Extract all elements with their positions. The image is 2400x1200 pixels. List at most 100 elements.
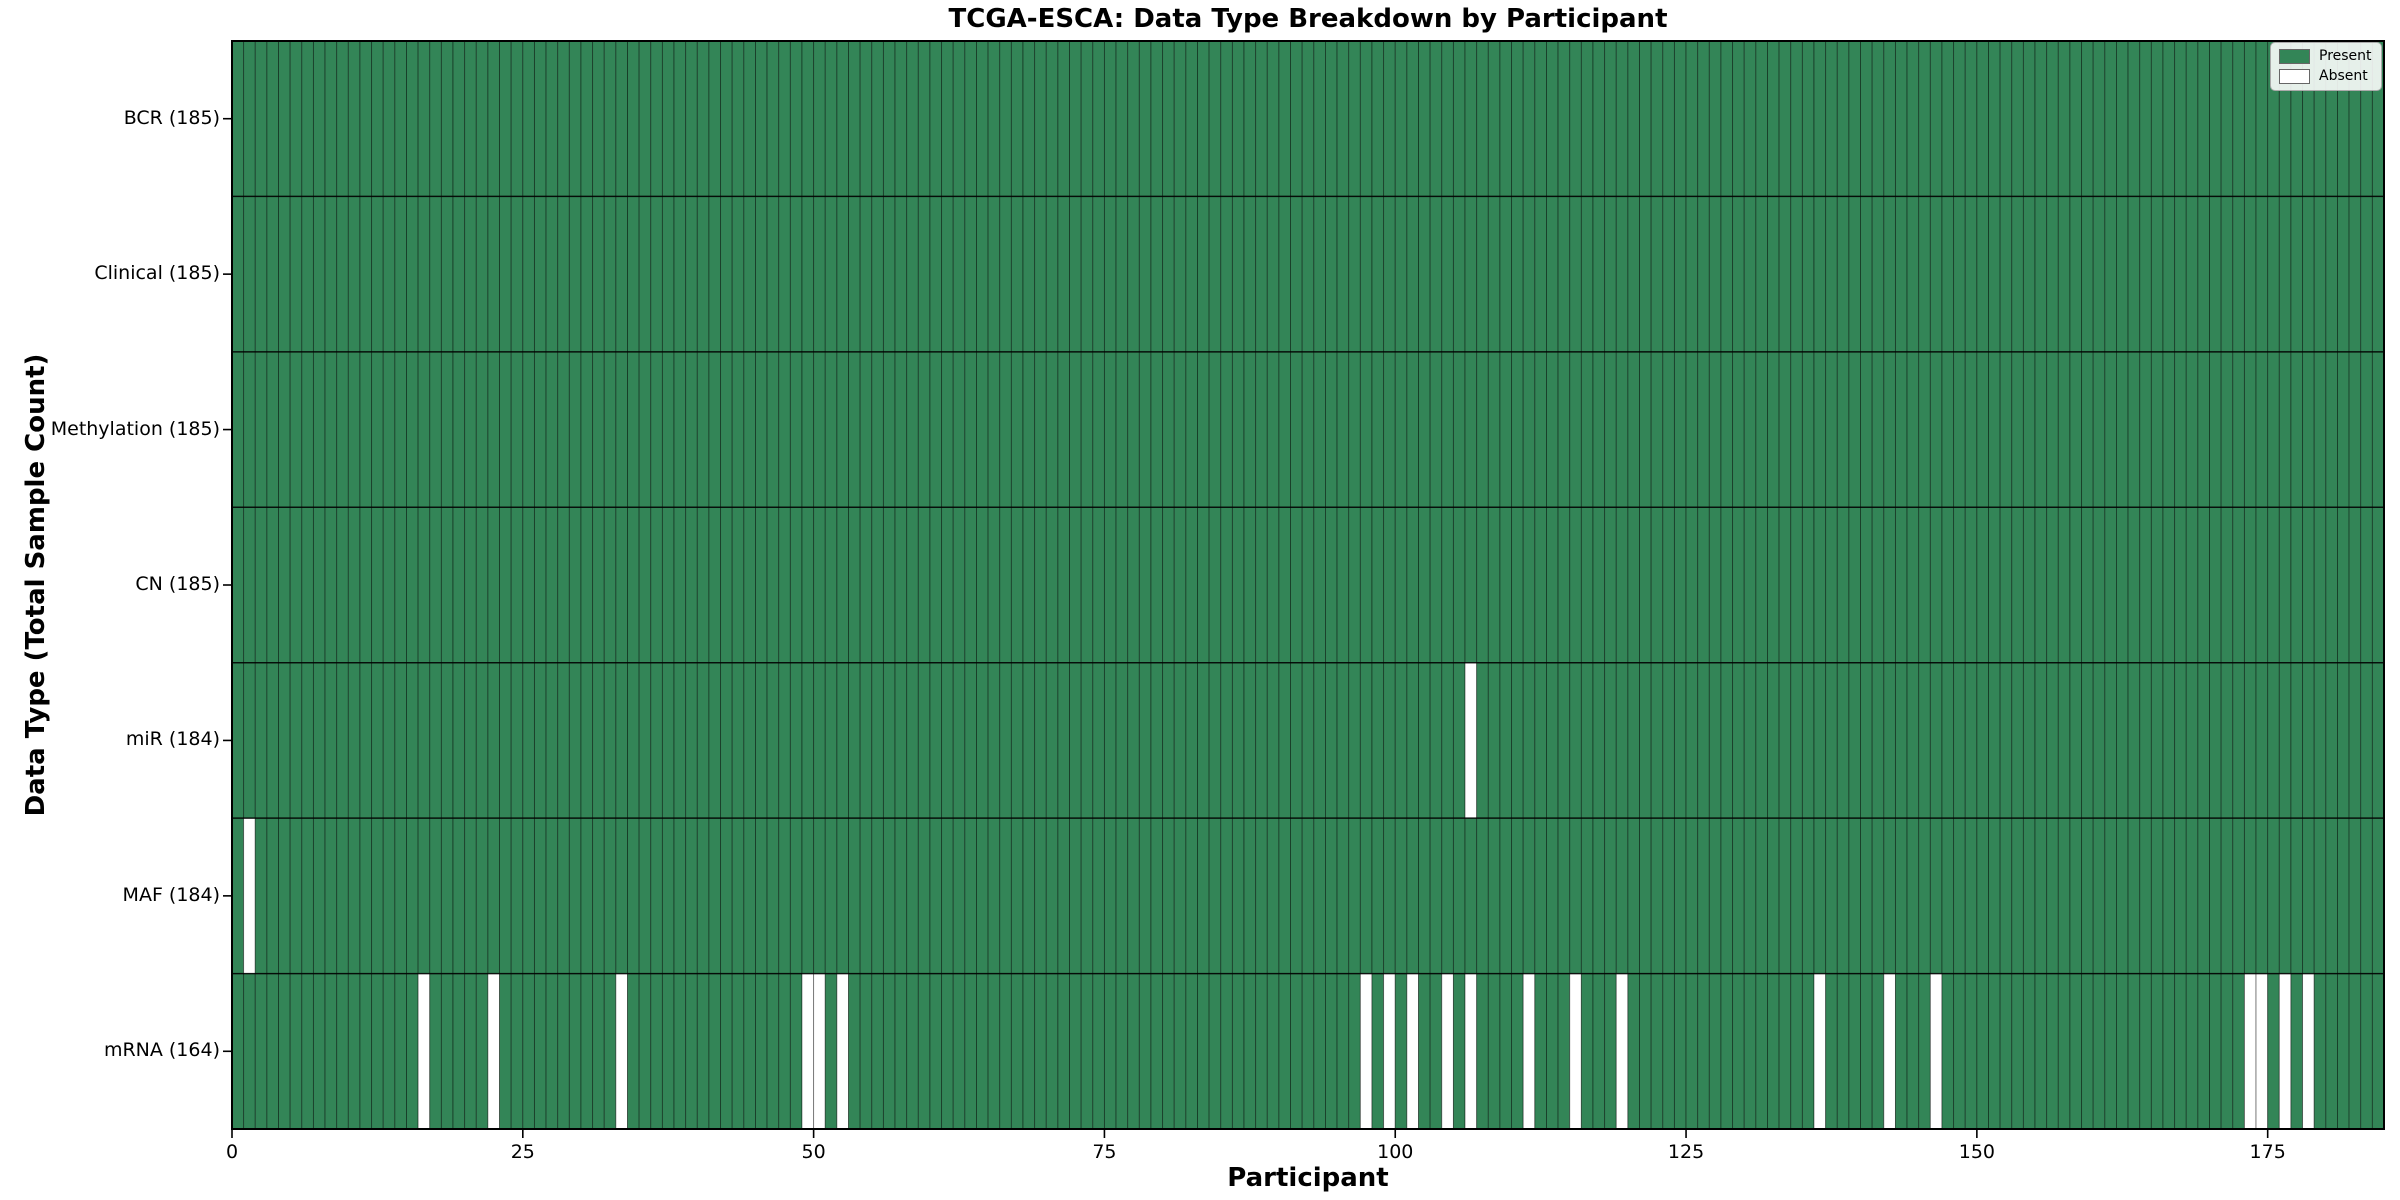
heatmap-cell <box>917 351 931 508</box>
heatmap-cell <box>1010 817 1024 975</box>
heatmap-cell <box>1371 506 1385 664</box>
heatmap-cell <box>464 973 477 1130</box>
heatmap-cell <box>254 817 268 975</box>
heatmap-cell <box>627 817 640 975</box>
heatmap-cell <box>929 40 943 197</box>
heatmap-cell <box>2232 973 2245 1130</box>
heatmap-cell <box>1685 817 1699 975</box>
heatmap-cell <box>708 662 722 819</box>
heatmap-cell <box>312 195 326 353</box>
heatmap-cell <box>336 40 349 197</box>
heatmap-cell <box>836 973 849 1130</box>
heatmap-cell <box>1580 817 1594 975</box>
heatmap-cell <box>510 40 524 197</box>
heatmap-cell <box>1639 973 1652 1130</box>
heatmap-cell <box>1662 351 1675 508</box>
heatmap-cell <box>394 40 407 197</box>
heatmap-cell <box>2150 662 2164 819</box>
heatmap-cell <box>859 40 873 197</box>
heatmap-cell <box>1243 40 1257 197</box>
heatmap-cell <box>2046 195 2059 353</box>
heatmap-cell <box>1057 506 1070 664</box>
heatmap-cell <box>964 506 977 664</box>
heatmap-cell <box>2150 40 2164 197</box>
heatmap-cell <box>487 506 500 664</box>
heatmap-cell <box>2325 973 2338 1130</box>
heatmap-cell <box>2220 195 2234 353</box>
heatmap-cell <box>429 195 442 353</box>
heatmap-cell <box>2174 817 2187 975</box>
heatmap-cell <box>1266 40 1280 197</box>
heatmap-cell <box>952 195 966 353</box>
heatmap-cell <box>371 973 384 1130</box>
heatmap-cell <box>2267 817 2280 975</box>
heatmap-cell <box>2325 195 2338 353</box>
heatmap-cell <box>1441 506 1454 664</box>
heatmap-cell <box>2022 40 2036 197</box>
heatmap-cell <box>371 40 384 197</box>
y-tick-label-Clinical: Clinical (185) <box>94 262 220 285</box>
heatmap-cell <box>1755 40 1768 197</box>
heatmap-cell <box>1825 40 1838 197</box>
heatmap-cell <box>382 973 396 1130</box>
legend-label-absent: Absent <box>2319 68 2368 84</box>
heatmap-cell <box>1080 662 1094 819</box>
x-tick-label: 75 <box>1092 1141 1117 1163</box>
heatmap-cell <box>1848 506 1861 664</box>
heatmap-cell <box>429 973 442 1130</box>
heatmap-cell <box>603 506 617 664</box>
heatmap-cell <box>406 195 419 353</box>
heatmap-cell <box>1999 40 2013 197</box>
heatmap-cell <box>1767 351 1780 508</box>
heatmap-cell <box>1092 662 1105 819</box>
heatmap-cell <box>696 506 710 664</box>
heatmap-cell <box>1429 973 1443 1130</box>
heatmap-cell <box>1953 973 1966 1130</box>
heatmap-cell <box>2011 817 2024 975</box>
heatmap-cell <box>592 506 605 664</box>
heatmap-cell <box>2209 506 2222 664</box>
heatmap-cell <box>1022 817 1036 975</box>
heatmap-cell <box>1383 973 1396 1130</box>
heatmap-cell <box>394 662 407 819</box>
heatmap-cell <box>1045 40 1059 197</box>
heatmap-cell <box>2162 973 2176 1130</box>
heatmap-cell <box>801 662 815 819</box>
heatmap-cell <box>2255 506 2269 664</box>
heatmap-cell <box>2185 195 2199 353</box>
heatmap-cell <box>1383 351 1396 508</box>
heatmap-cell <box>999 40 1012 197</box>
heatmap-cell <box>568 351 582 508</box>
heatmap-cell <box>2371 662 2385 819</box>
heatmap-cell <box>1615 506 1629 664</box>
heatmap-cell <box>324 351 338 508</box>
heatmap-cell <box>336 195 349 353</box>
heatmap-cell <box>2209 351 2222 508</box>
heatmap-cell <box>2267 973 2280 1130</box>
heatmap-cell <box>1429 40 1443 197</box>
heatmap-cell <box>1627 662 1640 819</box>
heatmap-cell <box>1650 662 1664 819</box>
heatmap-cell <box>1929 506 1943 664</box>
heatmap-cell <box>1767 662 1780 819</box>
heatmap-cell <box>487 662 500 819</box>
heatmap-cell <box>1790 195 1803 353</box>
heatmap-cell <box>1173 351 1187 508</box>
heatmap-cell <box>266 662 279 819</box>
heatmap-cell <box>650 973 663 1130</box>
heatmap-cell <box>661 662 675 819</box>
heatmap-cell <box>2267 662 2280 819</box>
heatmap-cell <box>1767 817 1780 975</box>
heatmap-cell <box>1615 973 1629 1130</box>
heatmap-cell <box>243 351 256 508</box>
heatmap-cell <box>429 662 442 819</box>
heatmap-cell <box>382 506 396 664</box>
heatmap-cell <box>1034 973 1047 1130</box>
heatmap-cell <box>2313 351 2327 508</box>
heatmap-cell <box>568 506 582 664</box>
heatmap-cell <box>1266 973 1280 1130</box>
heatmap-cell <box>1627 817 1640 975</box>
heatmap-cell <box>987 351 1001 508</box>
heatmap-cell <box>871 506 884 664</box>
heatmap-cell <box>1418 817 1431 975</box>
